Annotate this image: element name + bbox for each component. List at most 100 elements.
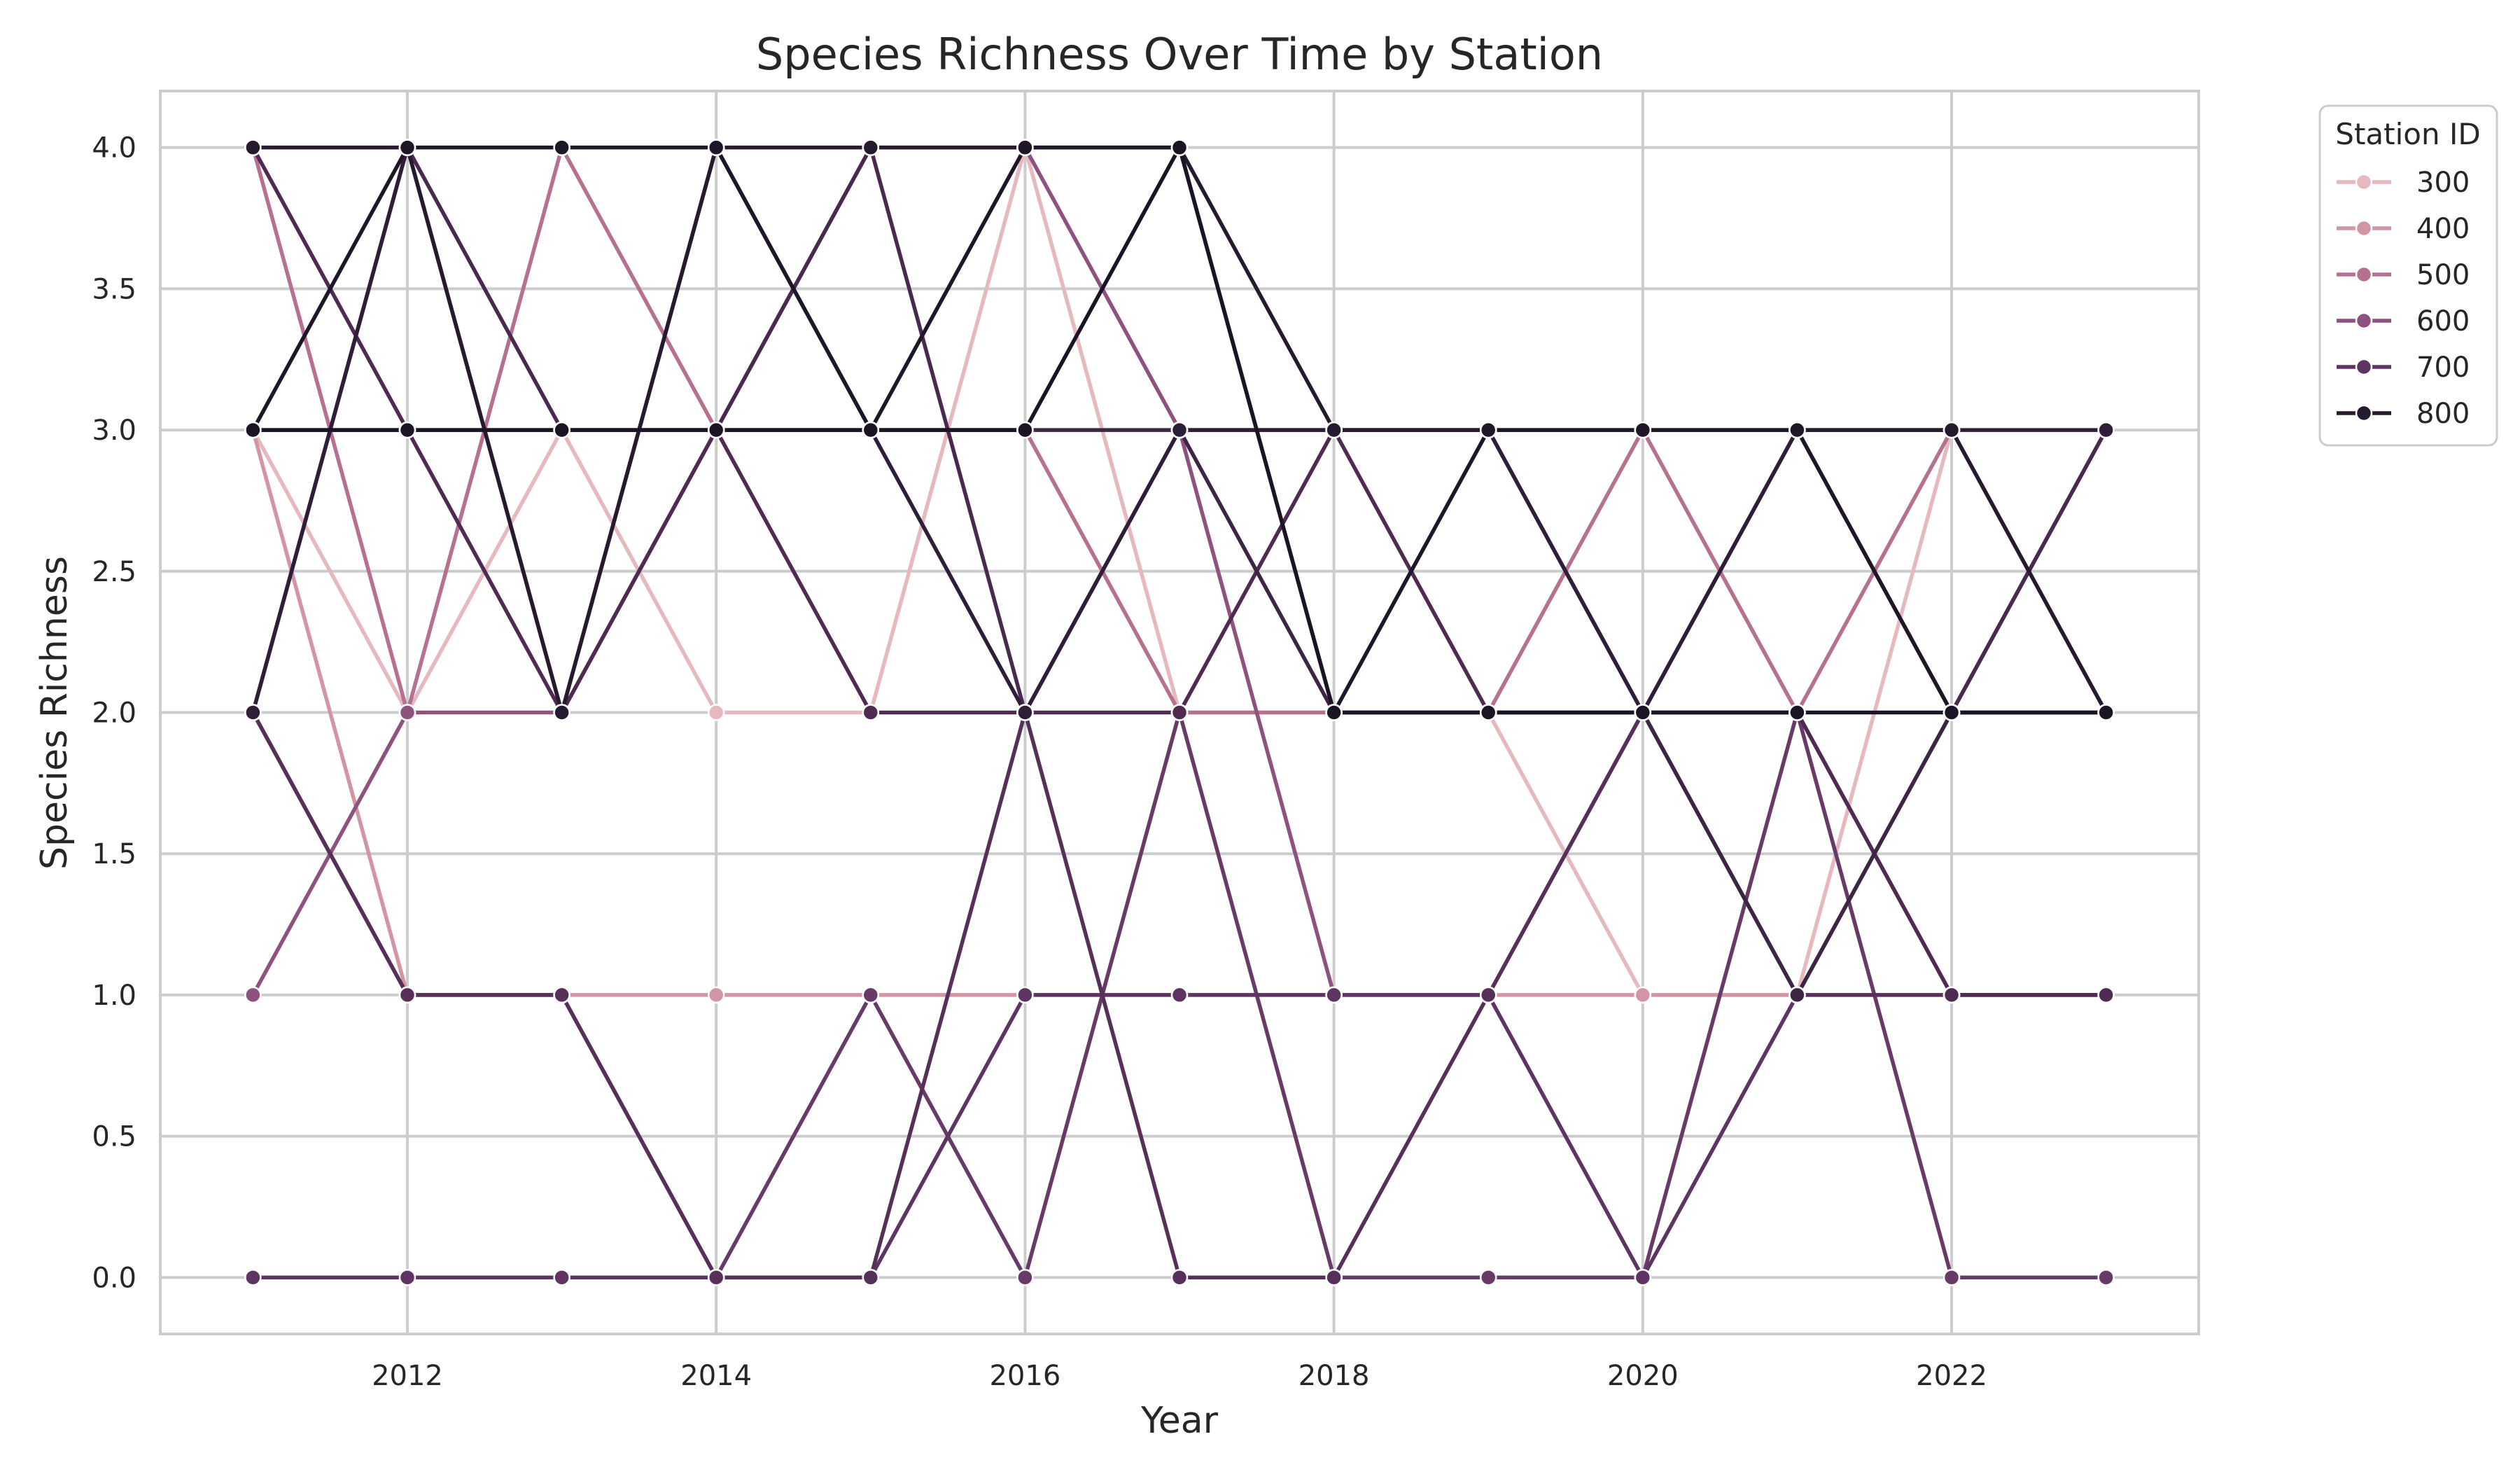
series-point-600 bbox=[244, 986, 262, 1004]
series-point-800 bbox=[1170, 421, 1189, 439]
legend-item-600: 600 bbox=[2337, 305, 2470, 338]
x-tick-label: 2016 bbox=[989, 1360, 1060, 1392]
series-point-800 bbox=[244, 139, 262, 156]
plot-frame bbox=[159, 90, 2200, 1335]
x-axis-label: Year bbox=[1140, 1400, 1219, 1442]
legend-label: 800 bbox=[2416, 398, 2470, 430]
legend-label: 400 bbox=[2416, 213, 2470, 245]
legend-label: 500 bbox=[2416, 259, 2470, 291]
series-point-800 bbox=[1942, 704, 1961, 721]
chart-title: Species Richness Over Time by Station bbox=[756, 29, 1603, 80]
y-axis-label: Species Richness bbox=[34, 556, 76, 870]
legend-items: 300 400 500 600 700 800 bbox=[2337, 167, 2470, 430]
series-point-700 bbox=[398, 1269, 416, 1286]
series-point-300 bbox=[707, 704, 725, 721]
series-point-700 bbox=[862, 986, 880, 1004]
series-point-800 bbox=[1942, 421, 1961, 439]
series-point-800 bbox=[553, 139, 570, 156]
series-point-700 bbox=[2097, 986, 2115, 1004]
series-point-700 bbox=[398, 986, 416, 1004]
y-tick-label: 0.0 bbox=[92, 1262, 136, 1294]
legend-item-300: 300 bbox=[2337, 167, 2470, 199]
series-point-800 bbox=[1788, 704, 1806, 721]
y-tick-label: 2.5 bbox=[92, 556, 136, 588]
legend-label: 300 bbox=[2416, 167, 2470, 199]
y-tick-label: 1.0 bbox=[92, 980, 136, 1012]
legend-title: Station ID bbox=[2335, 117, 2480, 151]
series-point-700 bbox=[1170, 1269, 1189, 1286]
legend-marker-swatch bbox=[2355, 358, 2373, 376]
series-point-700 bbox=[1479, 986, 1497, 1004]
series-point-700 bbox=[1325, 1269, 1343, 1286]
y-axis-ticks: 0.0 0.5 1.0 1.5 2.0 2.5 3.0 3.5 4.0 bbox=[92, 132, 136, 1295]
legend-item-400: 400 bbox=[2337, 213, 2470, 245]
legend-item-700: 700 bbox=[2337, 352, 2470, 384]
x-tick-label: 2014 bbox=[680, 1360, 752, 1392]
series-point-400 bbox=[707, 986, 725, 1004]
y-tick-label: 1.5 bbox=[92, 838, 136, 870]
series-point-700 bbox=[244, 1269, 262, 1286]
legend-marker-swatch bbox=[2355, 219, 2373, 237]
series-point-800 bbox=[1634, 704, 1652, 721]
series-point-800 bbox=[553, 704, 570, 721]
legend: Station ID 300 400 500 600 700 800 bbox=[2318, 104, 2498, 447]
y-tick-label: 3.0 bbox=[92, 415, 136, 447]
series-point-700 bbox=[2097, 1269, 2115, 1286]
y-tick-label: 2.0 bbox=[92, 697, 136, 730]
series-point-800 bbox=[707, 421, 725, 439]
series-point-800 bbox=[862, 139, 880, 156]
series-point-700 bbox=[1170, 704, 1189, 721]
x-tick-label: 2022 bbox=[1916, 1360, 1987, 1392]
series-point-800 bbox=[1016, 421, 1034, 439]
series-point-700 bbox=[1942, 1269, 1961, 1286]
legend-marker-swatch bbox=[2355, 404, 2373, 422]
series-point-700 bbox=[553, 1269, 570, 1286]
series-point-700 bbox=[553, 986, 570, 1004]
series-point-800 bbox=[398, 421, 416, 439]
legend-marker-swatch bbox=[2355, 265, 2373, 284]
x-axis-ticks: 2012 2014 2016 2018 2020 2022 bbox=[372, 1360, 1987, 1392]
x-tick-label: 2012 bbox=[372, 1360, 443, 1392]
series-point-800 bbox=[1479, 421, 1497, 439]
series-point-700 bbox=[1170, 986, 1189, 1004]
legend-item-800: 800 bbox=[2337, 398, 2470, 430]
legend-label: 700 bbox=[2416, 352, 2470, 384]
series-point-800 bbox=[1325, 704, 1343, 721]
series-point-800 bbox=[2097, 704, 2115, 721]
series-point-800 bbox=[1325, 421, 1343, 439]
series-point-800 bbox=[1170, 139, 1189, 156]
series-point-700 bbox=[862, 1269, 880, 1286]
series-point-700 bbox=[1016, 986, 1034, 1004]
y-tick-label: 3.5 bbox=[92, 273, 136, 305]
series-point-800 bbox=[862, 421, 880, 439]
legend-marker-swatch bbox=[2355, 312, 2373, 330]
series-point-800 bbox=[1479, 704, 1497, 721]
y-tick-label: 0.5 bbox=[92, 1121, 136, 1153]
series-point-800 bbox=[244, 704, 262, 721]
series-point-700 bbox=[1942, 986, 1961, 1004]
series-point-800 bbox=[2097, 421, 2115, 439]
legend-item-500: 500 bbox=[2337, 259, 2470, 291]
series-point-800 bbox=[1634, 421, 1652, 439]
series-point-700 bbox=[1634, 1269, 1652, 1286]
series-point-800 bbox=[707, 139, 725, 156]
series-point-700 bbox=[1325, 986, 1343, 1004]
legend-label: 600 bbox=[2416, 305, 2470, 338]
series-point-700 bbox=[707, 1269, 725, 1286]
series-point-800 bbox=[1016, 704, 1034, 721]
legend-marker-swatch bbox=[2355, 173, 2373, 191]
series-point-800 bbox=[1788, 421, 1806, 439]
series-point-800 bbox=[244, 421, 262, 439]
series-points bbox=[244, 139, 2115, 1286]
series-point-600 bbox=[398, 704, 416, 721]
series-point-800 bbox=[553, 421, 570, 439]
x-tick-label: 2018 bbox=[1298, 1360, 1370, 1392]
x-tick-label: 2020 bbox=[1607, 1360, 1679, 1392]
series-point-700 bbox=[862, 704, 880, 721]
series-point-700 bbox=[1016, 1269, 1034, 1286]
series-point-800 bbox=[398, 139, 416, 156]
series-point-700 bbox=[1479, 1269, 1497, 1286]
